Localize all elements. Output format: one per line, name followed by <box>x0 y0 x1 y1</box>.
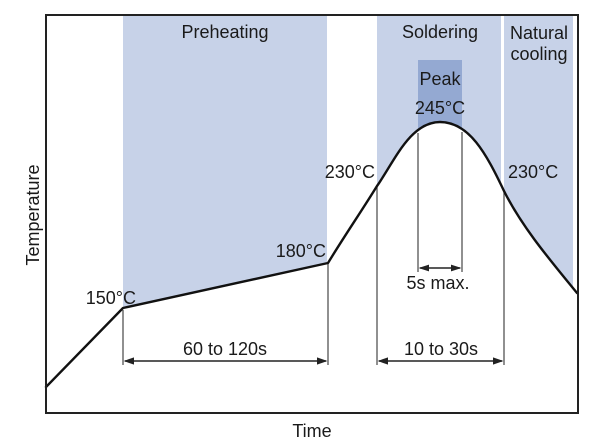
temp-label-230c-left: 230°C <box>325 162 375 182</box>
label-peak: Peak <box>419 69 461 89</box>
label-natural-cooling-line2: cooling <box>510 44 567 64</box>
dimension-boundary-lines <box>122 132 505 365</box>
arrowhead-left <box>377 357 388 365</box>
temp-label-180c: 180°C <box>276 241 326 261</box>
x-axis-label: Time <box>292 421 331 441</box>
duration-label-preheating: 60 to 120s <box>183 339 267 359</box>
label-soldering: Soldering <box>402 22 478 42</box>
arrow-soldering-duration <box>377 357 504 365</box>
temperature-curve <box>44 120 579 389</box>
arrowhead-right <box>317 357 328 365</box>
arrowhead-right <box>493 357 504 365</box>
duration-label-soldering: 10 to 30s <box>404 339 478 359</box>
label-natural-cooling-line1: Natural <box>510 23 568 43</box>
duration-arrows <box>123 264 504 365</box>
arrow-preheat-duration <box>123 357 328 365</box>
duration-label-peak: 5s max. <box>406 273 469 293</box>
arrowhead-right <box>451 264 462 272</box>
y-axis-label: Temperature <box>23 164 43 265</box>
arrowhead-left <box>123 357 134 365</box>
temp-label-150c: 150°C <box>86 288 136 308</box>
arrowhead-left <box>418 264 429 272</box>
temp-label-245c: 245°C <box>415 98 465 118</box>
chart-frame <box>45 14 579 414</box>
temp-label-230c-right: 230°C <box>508 162 558 182</box>
label-preheating: Preheating <box>181 22 268 42</box>
arrow-peak-duration <box>418 264 462 272</box>
